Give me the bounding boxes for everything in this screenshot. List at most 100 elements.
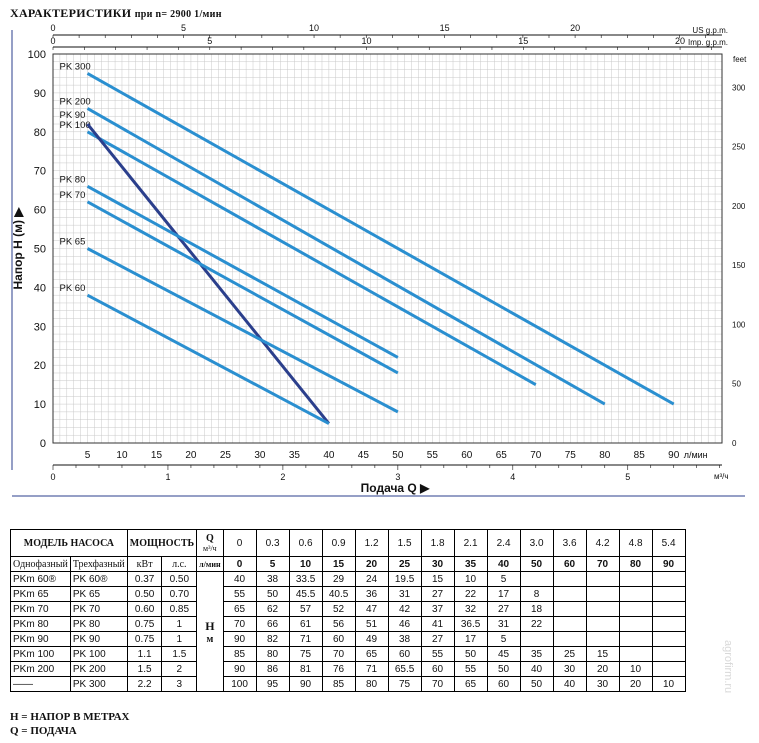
head-value [651,661,686,677]
head-value: 80 [354,676,389,692]
head-value [618,571,653,587]
head-value: 56 [321,616,356,632]
power-kw: 1.5 [126,661,163,677]
power-kw: 0.50 [126,586,163,602]
series-line-pk-65 [86,247,399,414]
table-subheader-row: Однофазный Трехфазный кВт л.с. л/мин 0 5 10 15 20… [10,556,686,572]
head-value: 41 [420,616,455,632]
q-m3h-value: 4.8 [618,529,653,557]
power-kw: 2.2 [126,676,163,692]
head-value: 90 [288,676,323,692]
head-value: 70 [321,646,356,662]
imp-gpm-tick-label: 0 [50,36,55,46]
head-value [618,586,653,602]
head-value [585,586,620,602]
table-row: PKm 90 PK 90 0.75 1 90 82 71 60 49 38 27 17 5 [10,631,686,647]
model-single-phase: PKm 80 [10,616,71,632]
head-value: 5 [486,571,521,587]
m3h-tick-label: 2 [280,472,285,482]
feet-tick-label: 200 [732,202,746,211]
head-value: 70 [222,616,257,632]
head-value: 35 [519,646,554,662]
head-value: 60 [486,676,521,692]
x-tick-label: 35 [289,450,301,461]
imp-gpm-tick-label: 10 [362,36,372,46]
head-value: 8 [519,586,554,602]
head-value [552,601,587,617]
head-value: 38 [255,571,290,587]
feet-tick-label: 150 [732,261,746,270]
x-tick-label: 70 [530,450,542,461]
head-value: 65.5 [387,661,422,677]
model-three-phase: PK 60® [69,571,128,587]
model-three-phase: PK 65 [69,586,128,602]
us-gpm-tick-label: 5 [181,23,186,33]
head-unit: м [206,633,214,645]
power-hp: 2 [161,661,198,677]
x-tick-label: 40 [323,450,335,461]
m3h-tick-label: 4 [510,472,515,482]
q-m3h-value: 2.1 [453,529,488,557]
feet-tick-label: 50 [732,380,741,389]
x-tick-label: 60 [461,450,473,461]
head-value: 61 [288,616,323,632]
feet-tick-label: 0 [732,439,737,448]
y-tick-label: 100 [28,49,46,61]
series-label: PK 300 [59,61,90,72]
power-hp: 0.85 [161,601,198,617]
head-letter: H [205,618,215,633]
head-value [552,616,587,632]
head-value: 55 [420,646,455,662]
head-value: 42 [387,601,422,617]
head-value: 81 [288,661,323,677]
head-value: 57 [288,601,323,617]
head-value: 15 [585,646,620,662]
header-q-m3h: м³/ч [203,544,217,553]
head-value: 80 [255,646,290,662]
head-value: 47 [354,601,389,617]
y-axis-label: Напор H (м) ▶ [11,207,25,290]
head-value: 55 [222,586,257,602]
x-axis-label: Подача Q ▶ [361,481,430,495]
head-value: 60 [420,661,455,677]
head-value: 24 [354,571,389,587]
model-single-phase: PKm 65 [10,586,71,602]
q-m3h-value: 1.2 [354,529,389,557]
power-kw: 0.75 [126,631,163,647]
us-gpm-tick-label: 20 [570,23,580,33]
head-value [651,601,686,617]
head-value: 50 [453,646,488,662]
head-value: 27 [420,586,455,602]
head-value: 45 [486,646,521,662]
model-single-phase: —— [10,676,71,692]
x-tick-label: 15 [151,450,163,461]
x-tick-label: 5 [85,450,91,461]
model-single-phase: PKm 100 [10,646,71,662]
x-unit-m3h: м³/ч [714,472,729,481]
series-line-pk-60 [86,293,330,425]
head-value [651,571,686,587]
model-three-phase: PK 80 [69,616,128,632]
imp-gpm-tick-label: 5 [207,36,212,46]
table-row: PKm 65 PK 65 0.50 0.70 55 50 45.5 40.5 36 31 27 22 1… [10,586,686,602]
head-value: 31 [486,616,521,632]
head-value: 31 [387,586,422,602]
q-m3h-value: 5.4 [651,529,686,557]
head-value: 30 [585,676,620,692]
q-lmin-value: 90 [651,556,686,572]
q-lmin-value: 35 [453,556,488,572]
table-row: PKm 200 PK 200 1.5 2 90 86 81 76 71 65.5 60 55 50 40 3… [10,661,686,677]
header-q-letter: Q [205,533,214,544]
head-value: 40.5 [321,586,356,602]
series-line-pk-80 [86,184,399,359]
q-lmin-value: 20 [354,556,389,572]
power-hp: 1.5 [161,646,198,662]
q-lmin-value: 25 [387,556,422,572]
us-gpm-tick-label: 10 [309,23,319,33]
head-value: 50 [255,586,290,602]
head-value: 30 [552,661,587,677]
y-tick-label: 80 [34,127,46,139]
head-value: 36 [354,586,389,602]
power-kw: 0.60 [126,601,163,617]
header-three-phase: Трехфазный [69,556,128,572]
